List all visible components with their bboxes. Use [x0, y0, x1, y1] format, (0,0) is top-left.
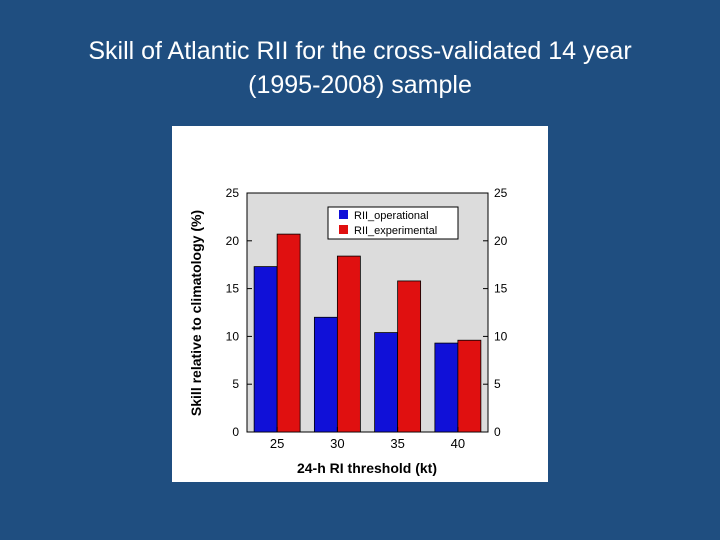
chart-panel: 0 5 10 15 20 25 0 5 10 15 20 25 25 30 35 40 Skill rel…: [172, 126, 548, 482]
bar-rii-experimental-40: [457, 339, 482, 433]
bar-rii-operational-30: [313, 316, 338, 433]
legend-swatch-experimental: [339, 225, 348, 234]
y-tick-label-right-0: 0: [494, 425, 501, 439]
y-tick-label-left-15: 15: [226, 282, 240, 296]
x-tick-label-35: 35: [390, 436, 404, 451]
y-tick-label-left-10: 10: [226, 329, 240, 343]
y-axis-label: Skill relative to climatology (%): [188, 210, 204, 416]
y-tick-label-right-5: 5: [494, 377, 501, 391]
y-tick-label-left-25: 25: [226, 186, 240, 200]
y-tick-label-right-15: 15: [494, 282, 508, 296]
bar-rii-experimental-30: [336, 255, 361, 433]
y-tick-label-right-25: 25: [494, 186, 508, 200]
slide-title: Skill of Atlantic RII for the cross-vali…: [20, 34, 700, 102]
bars-group: [253, 233, 482, 433]
slide-title-line-1: Skill of Atlantic RII for the cross-vali…: [88, 37, 632, 65]
bar-chart: 0 5 10 15 20 25 0 5 10 15 20 25 25 30 35 40 Skill rel…: [188, 186, 508, 476]
bar-rii-operational-40: [434, 342, 459, 433]
y-axis-right: 0 5 10 15 20 25: [483, 186, 508, 439]
x-axis-label: 24-h RI threshold (kt): [297, 460, 437, 476]
legend-swatch-operational: [339, 210, 348, 219]
legend-label-operational: RII_operational: [354, 210, 429, 222]
bar-rii-experimental-25: [276, 233, 301, 433]
y-axis-left: 0 5 10 15 20 25: [226, 186, 252, 439]
legend-label-experimental: RII_experimental: [354, 225, 437, 237]
bar-rii-operational-35: [374, 332, 399, 433]
legend-box: [327, 206, 459, 240]
y-tick-label-left-0: 0: [232, 425, 239, 439]
y-tick-label-right-10: 10: [494, 329, 508, 343]
x-tick-label-40: 40: [451, 436, 465, 451]
x-tick-label-25: 25: [270, 436, 284, 451]
bar-rii-operational-25: [253, 266, 278, 433]
y-tick-label-left-20: 20: [226, 234, 240, 248]
legend: RII_operational RII_experimental: [327, 206, 459, 240]
y-tick-label-left-5: 5: [232, 377, 239, 391]
y-tick-label-right-20: 20: [494, 234, 508, 248]
x-axis: 25 30 35 40: [270, 427, 465, 451]
x-tick-label-30: 30: [330, 436, 344, 451]
bar-rii-experimental-35: [397, 280, 422, 433]
slide-title-line-2: (1995-2008) sample: [248, 71, 472, 99]
